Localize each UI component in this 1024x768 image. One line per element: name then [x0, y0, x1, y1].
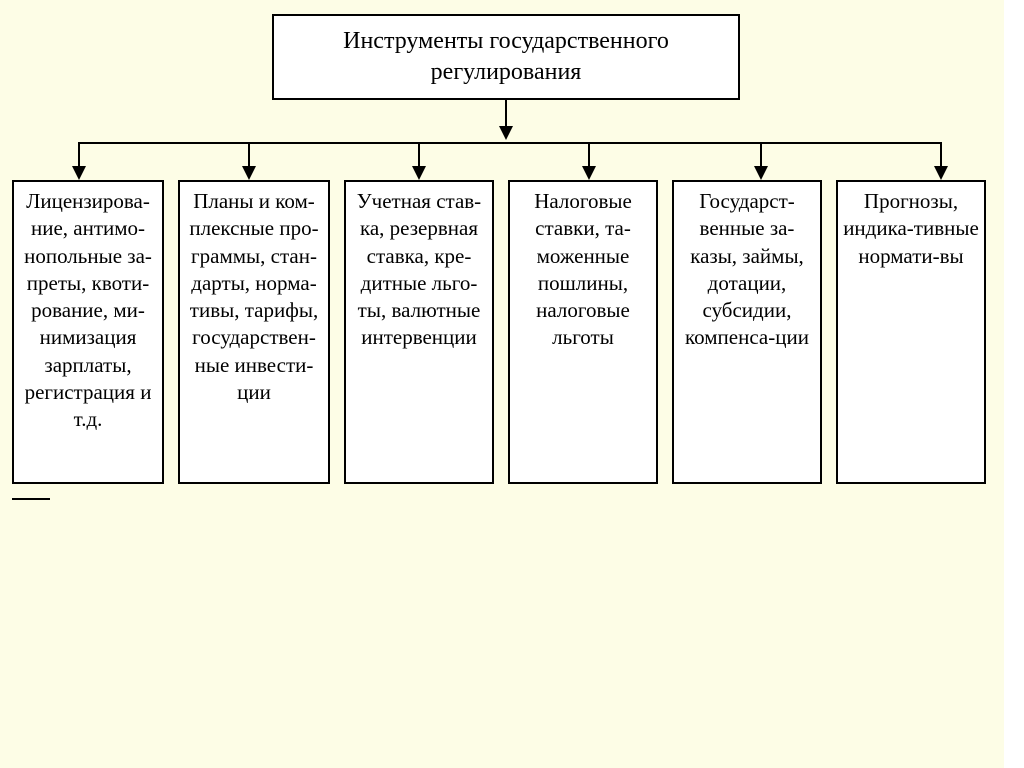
child-box-1: Планы и ком-плексные про-граммы, стан-да… — [178, 180, 330, 484]
underline-mark — [12, 498, 50, 500]
root-label: Инструменты государственного регулирован… — [278, 26, 734, 88]
child-box-4: Государст-венные за-казы, займы, дотации… — [672, 180, 822, 484]
connector-stem — [505, 100, 507, 126]
drop-arrow-icon-0 — [72, 166, 86, 180]
drop-line-5 — [940, 142, 942, 166]
drop-line-2 — [418, 142, 420, 166]
child-label-5: Прогнозы, индика-тивные нормати-вы — [842, 188, 980, 270]
child-box-0: Лицензирова-ние, антимо-нопольные за-пре… — [12, 180, 164, 484]
child-label-0: Лицензирова-ние, антимо-нопольные за-пре… — [18, 188, 158, 434]
child-box-2: Учетная став-ка, резервная ставка, кре-д… — [344, 180, 494, 484]
drop-line-1 — [248, 142, 250, 166]
child-label-3: Налоговые ставки, та-моженные пошлины, н… — [514, 188, 652, 352]
drop-arrow-icon-5 — [934, 166, 948, 180]
root-arrow-icon — [499, 126, 513, 140]
connector-bar — [78, 142, 942, 144]
child-label-2: Учетная став-ка, резервная ставка, кре-д… — [350, 188, 488, 352]
drop-line-4 — [760, 142, 762, 166]
drop-arrow-icon-4 — [754, 166, 768, 180]
drop-line-0 — [78, 142, 80, 166]
drop-arrow-icon-2 — [412, 166, 426, 180]
root-box: Инструменты государственного регулирован… — [272, 14, 740, 100]
child-box-3: Налоговые ставки, та-моженные пошлины, н… — [508, 180, 658, 484]
child-box-5: Прогнозы, индика-тивные нормати-вы — [836, 180, 986, 484]
drop-arrow-icon-1 — [242, 166, 256, 180]
child-label-1: Планы и ком-плексные про-граммы, стан-да… — [184, 188, 324, 406]
diagram-canvas: Инструменты государственного регулирован… — [0, 0, 1024, 768]
drop-line-3 — [588, 142, 590, 166]
child-label-4: Государст-венные за-казы, займы, дотации… — [678, 188, 816, 352]
drop-arrow-icon-3 — [582, 166, 596, 180]
